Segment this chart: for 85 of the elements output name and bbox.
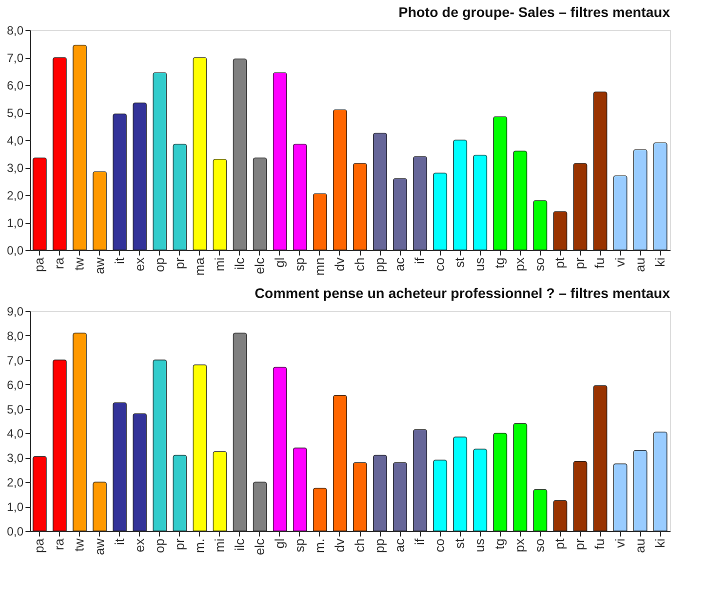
x-tick-label: px (512, 538, 528, 552)
x-tick-label: fu (592, 258, 608, 268)
x-tick-label: tg (492, 258, 508, 268)
x-tick-label: ex (132, 538, 147, 552)
chart-title: Photo de groupe- Sales – filtres mentaux (398, 4, 670, 20)
x-tick-label: elc (252, 538, 267, 556)
x-tick-label: pt (552, 538, 568, 550)
x-tick-label: us (472, 257, 488, 272)
chart-title: Comment pense un acheteur professionnel ? – filtres mentaux (254, 285, 670, 301)
x-tick-label: pp (372, 538, 388, 553)
y-tick-label: 3,0 (6, 451, 24, 466)
x-tick-label: dv (332, 257, 347, 272)
x-tick-label: dv (332, 538, 347, 552)
x-tick-label: ki (652, 538, 668, 548)
x-tick-label: tw (72, 538, 87, 552)
x-tick-label: ki (652, 257, 668, 267)
x-tick-label: ac (392, 538, 408, 552)
x-tick-label: pa (32, 256, 47, 272)
y-tick-label: 8,0 (6, 24, 24, 38)
x-tick-label: gl (272, 257, 287, 268)
y-tick-label: 9,0 (6, 304, 24, 318)
x-tick-label: if (412, 538, 428, 545)
x-tick-label: us (472, 538, 488, 552)
x-tick-label: ma (192, 256, 207, 276)
x-tick-label: co (432, 258, 448, 272)
y-tick-label: 4,0 (6, 426, 24, 441)
x-tick-label: vi (612, 257, 628, 267)
x-tick-label: sp (292, 258, 307, 272)
x-tick-label: fu (592, 538, 608, 550)
x-tick-label: pr (572, 256, 588, 270)
x-tick-label: op (152, 258, 167, 272)
x-tick-label: it (112, 257, 127, 264)
x-tick-label: m. (192, 538, 207, 553)
y-tick-label: 1,0 (6, 500, 24, 514)
x-tick-label: tw (72, 256, 87, 270)
y-tick-label: 0,0 (6, 524, 24, 538)
x-tick-label: m. (312, 538, 327, 553)
y-tick-label: 8,0 (6, 328, 24, 343)
x-tick-label: mn (312, 258, 327, 276)
x-tick-label: aw (92, 256, 107, 274)
x-tick-label: st (452, 257, 468, 268)
y-tick-label: 6,0 (6, 78, 24, 92)
x-tick-label: ilc (232, 257, 247, 270)
x-tick-label: tg (492, 538, 508, 550)
x-tick-label: co (432, 538, 448, 552)
x-tick-label: st (452, 538, 468, 549)
y-tick-label: 7,0 (6, 353, 24, 368)
x-tick-label: vi (612, 538, 628, 548)
x-tick-label: ra (52, 538, 67, 550)
x-tick-label: it (112, 538, 127, 545)
x-tick-label: pa (32, 538, 47, 553)
x-tick-label: ilc (232, 538, 247, 551)
x-tick-label: ra (52, 256, 67, 270)
y-tick-label: 5,0 (6, 106, 24, 120)
x-tick-label: ch (352, 258, 368, 272)
x-tick-label: ex (132, 257, 147, 272)
x-tick-label: aw (92, 538, 107, 556)
x-tick-label: elc (252, 257, 267, 274)
x-tick-label: pp (372, 258, 388, 272)
x-tick-label: ac (392, 257, 408, 272)
y-tick-label: 2,0 (6, 188, 24, 202)
y-tick-label: 1,0 (6, 216, 24, 230)
x-tick-label: op (152, 538, 167, 553)
x-tick-label: so (532, 258, 548, 272)
x-tick-label: px (512, 257, 528, 272)
y-tick-label: 3,0 (6, 161, 24, 175)
x-tick-label: pr (172, 538, 187, 550)
x-tick-label: pr (172, 256, 187, 270)
x-tick-label: gl (272, 538, 287, 549)
x-tick-label: mi (212, 257, 227, 272)
x-tick-label: if (412, 257, 428, 264)
y-tick-label: 7,0 (6, 51, 24, 65)
y-tick-label: 6,0 (6, 378, 24, 392)
x-tick-label: sp (292, 538, 307, 552)
x-tick-label: ch (352, 538, 368, 552)
x-tick-label: pt (552, 257, 568, 268)
x-tick-label: so (532, 538, 548, 552)
x-tick-label: au (632, 538, 648, 553)
x-tick-label: au (632, 258, 648, 272)
y-tick-label: 2,0 (6, 476, 24, 490)
y-tick-label: 5,0 (6, 402, 24, 416)
x-tick-label: pr (572, 538, 588, 550)
y-tick-label: 0,0 (6, 244, 24, 258)
y-tick-label: 4,0 (6, 134, 24, 148)
x-tick-label: mi (212, 538, 227, 552)
